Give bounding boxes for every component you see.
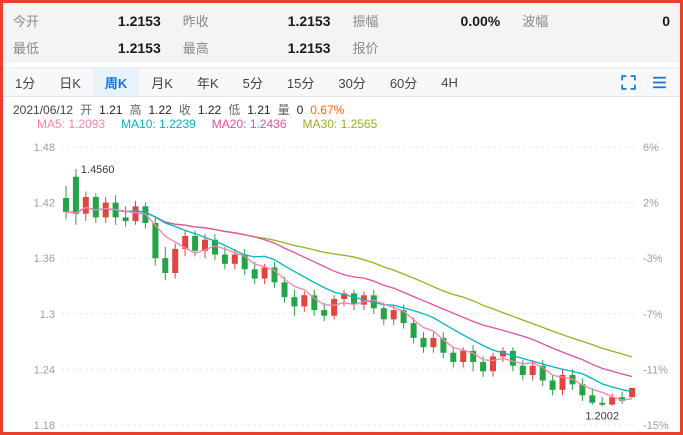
open-label: 开: [80, 103, 93, 117]
stat-value: 1.2153: [117, 40, 161, 56]
stat-highest: 最高 1.2153: [183, 38, 331, 57]
stat-quote: 报价: [353, 38, 501, 57]
tab-60min[interactable]: 60分: [389, 75, 418, 91]
candle-date: 2021/06/12: [13, 103, 74, 117]
indicator-list-icon[interactable]: [651, 74, 668, 91]
stat-prev-close: 昨收 1.2153: [183, 11, 331, 30]
volume-label: 量: [277, 103, 290, 117]
chart-area: 1.48 6% 1.42 2% 1.36 -3% 1.3 -7% 1.24 -11% 1.18 -15…: [3, 133, 680, 435]
low-value: 1.21: [247, 103, 271, 117]
svg-text:1.42: 1.42: [34, 198, 55, 210]
stat-label: 最高: [182, 41, 209, 56]
low-label: 低: [228, 103, 241, 117]
tab-5min[interactable]: 5分: [242, 75, 263, 91]
stat-label: 波幅: [522, 14, 549, 29]
stat-label: 昨收: [182, 14, 209, 29]
period-tabbar: 1分 日K 周K 月K 年K 5分 15分 30分 60分 4H: [3, 67, 680, 97]
ma30-label: MA30:: [302, 117, 338, 131]
stat-label: 报价: [352, 41, 379, 56]
close-label: 收: [178, 103, 191, 117]
stat-label: 最低: [13, 41, 40, 56]
ma10-label: MA10:: [121, 117, 156, 131]
svg-text:2%: 2%: [643, 198, 659, 210]
ma30-value: 1.2565: [340, 117, 378, 131]
stat-label: 振幅: [352, 14, 379, 29]
svg-text:1.18: 1.18: [34, 420, 55, 432]
tabbar-tools: [608, 68, 680, 96]
stats-panel: 今开 1.2153 昨收 1.2153 振幅 0.00% 波幅 0 最低 1.2…: [3, 3, 680, 63]
ma20-value: 1.2436: [249, 117, 287, 131]
stat-value: 1.2153: [287, 13, 331, 29]
change-percent: 0.67%: [310, 103, 345, 117]
fullscreen-icon[interactable]: [620, 74, 637, 91]
svg-text:1.3: 1.3: [40, 309, 55, 321]
tab-month-k[interactable]: 月K: [151, 75, 173, 91]
tab-15min[interactable]: 15分: [286, 75, 315, 91]
volume-value: 0: [296, 103, 304, 117]
tab-30min[interactable]: 30分: [338, 75, 366, 91]
stat-empty-cell: [522, 38, 670, 57]
ohlc-info-bar: 2021/06/12 开 1.21 高 1.22 收 1.22 低 1.21 量…: [3, 97, 680, 117]
tab-1min[interactable]: 1分: [15, 75, 36, 91]
close-value: 1.22: [197, 103, 222, 117]
stat-amplitude: 振幅 0.00%: [353, 11, 501, 30]
svg-text:-11%: -11%: [643, 364, 668, 376]
svg-text:1.4560: 1.4560: [81, 164, 115, 176]
tab-4h[interactable]: 4H: [441, 74, 458, 90]
ma10-value: 1.2239: [159, 117, 196, 131]
svg-text:1.24: 1.24: [34, 364, 55, 376]
ma20-readout: MA20: 1.2436: [212, 117, 287, 131]
ma20-label: MA20:: [211, 117, 247, 131]
svg-text:6%: 6%: [643, 142, 659, 154]
tab-day-k[interactable]: 日K: [59, 75, 81, 91]
stat-value: 0: [662, 13, 670, 29]
ma5-label: MA5:: [37, 117, 66, 131]
svg-text:1.36: 1.36: [34, 253, 55, 265]
tab-year-k[interactable]: 年K: [196, 75, 219, 91]
svg-text:-15%: -15%: [643, 420, 669, 432]
ma5-readout: MA5: 1.2093: [37, 117, 105, 131]
candlestick-chart[interactable]: 1.48 6% 1.42 2% 1.36 -3% 1.3 -7% 1.24 -11% 1.18 -15…: [3, 133, 680, 435]
stat-value: 0.00%: [460, 13, 501, 29]
ma10-readout: MA10: 1.2239: [121, 117, 196, 131]
ma5-value: 1.2093: [68, 117, 106, 131]
ma-indicator-bar: MA5: 1.2093 MA10: 1.2239 MA20: 1.2436 MA…: [3, 116, 680, 133]
stat-label: 今开: [13, 14, 40, 29]
stat-value: 1.2153: [117, 13, 161, 29]
stat-wave-range: 波幅 0: [522, 11, 670, 30]
tab-week-k[interactable]: 周K: [92, 68, 140, 96]
svg-text:-3%: -3%: [643, 253, 663, 265]
svg-text:1.48: 1.48: [34, 142, 55, 154]
high-value: 1.22: [148, 103, 172, 117]
high-label: 高: [129, 103, 142, 117]
open-value: 1.21: [99, 103, 123, 117]
svg-text:1.2002: 1.2002: [585, 410, 619, 422]
ma30-readout: MA30: 1.2565: [303, 117, 378, 131]
stat-today-open: 今开 1.2153: [13, 11, 161, 30]
stat-lowest: 最低 1.2153: [13, 38, 161, 57]
period-tabs: 1分 日K 周K 月K 年K 5分 15分 30分 60分 4H: [3, 68, 608, 96]
svg-text:-7%: -7%: [643, 309, 663, 321]
stat-value: 1.2153: [287, 40, 331, 56]
